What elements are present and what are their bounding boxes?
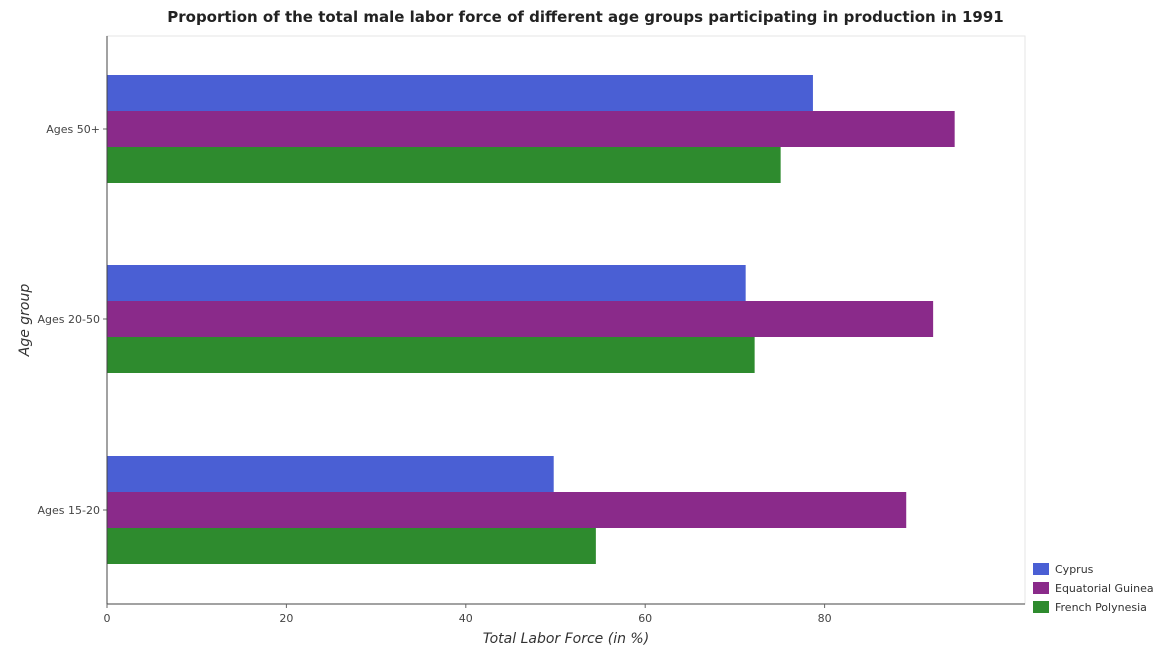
legend-swatch bbox=[1033, 582, 1049, 594]
legend-swatch bbox=[1033, 563, 1049, 575]
bar-cyprus-ages-50- bbox=[107, 75, 813, 111]
legend-label: Equatorial Guinea bbox=[1055, 582, 1154, 595]
x-tick-label: 20 bbox=[279, 612, 293, 625]
chart-title: Proportion of the total male labor force… bbox=[167, 8, 1004, 26]
bar-cyprus-ages-20-50 bbox=[107, 265, 746, 301]
legend-label: Cyprus bbox=[1055, 563, 1094, 576]
y-tick-label: Ages 50+ bbox=[46, 123, 100, 136]
legend-swatch bbox=[1033, 601, 1049, 613]
bar-equatorial-guinea-ages-20-50 bbox=[107, 301, 934, 337]
bar-cyprus-ages-15-20 bbox=[107, 456, 554, 492]
x-tick-label: 60 bbox=[638, 612, 652, 625]
bar-french-polynesia-ages-15-20 bbox=[107, 528, 596, 564]
y-tick-label: Ages 15-20 bbox=[38, 504, 100, 517]
bar-french-polynesia-ages-50- bbox=[107, 147, 781, 183]
x-tick-label: 0 bbox=[104, 612, 111, 625]
x-axis-title: Total Labor Force (in %) bbox=[483, 631, 649, 647]
bar-french-polynesia-ages-20-50 bbox=[107, 337, 755, 373]
y-tick-label: Ages 20-50 bbox=[38, 313, 100, 326]
x-tick-label: 80 bbox=[818, 612, 832, 625]
legend: Cyprus Equatorial Guinea French Polynesia bbox=[1033, 563, 1154, 614]
bar-equatorial-guinea-ages-15-20 bbox=[107, 492, 907, 528]
bar-equatorial-guinea-ages-50- bbox=[107, 111, 955, 147]
x-tick-label: 40 bbox=[459, 612, 473, 625]
y-axis-title: Age group bbox=[17, 284, 33, 358]
legend-label: French Polynesia bbox=[1055, 601, 1147, 614]
